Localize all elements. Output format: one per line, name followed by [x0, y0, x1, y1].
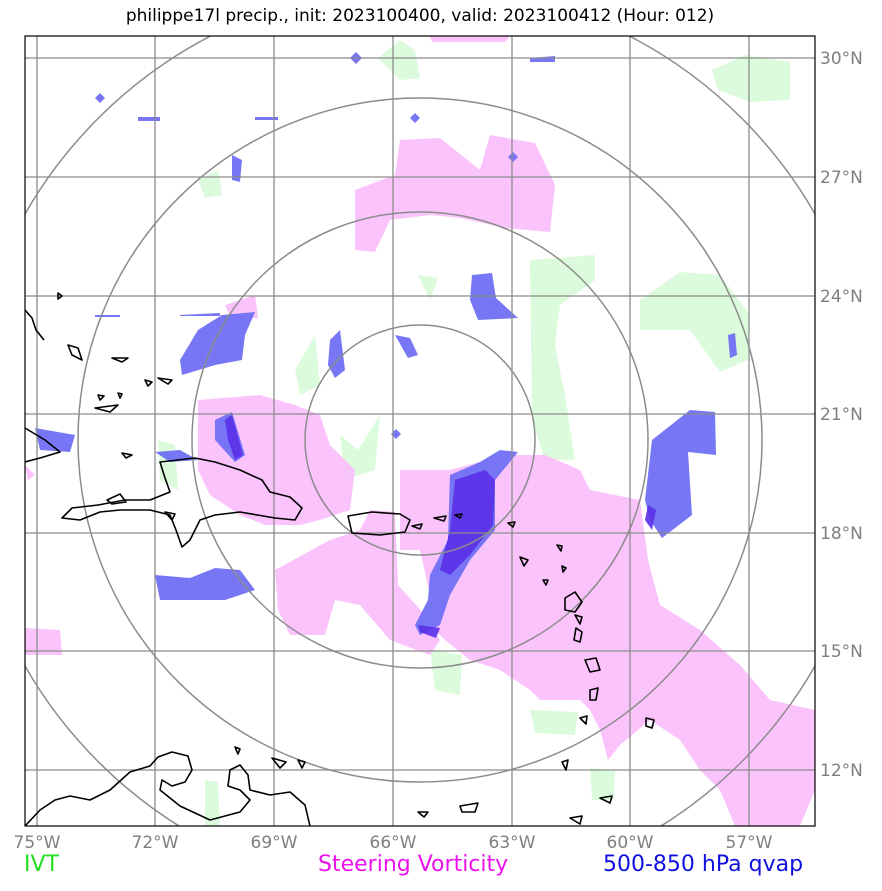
x-tick-label: 75°W: [14, 833, 61, 853]
x-tick-label: 63°W: [489, 833, 536, 853]
y-tick-label: 12°N: [820, 761, 863, 781]
x-tick-label: 60°W: [607, 833, 654, 853]
x-tick-label: 72°W: [132, 833, 179, 853]
y-tick-label: 21°N: [820, 405, 863, 425]
plot-frame: [24, 35, 816, 827]
vorticity-field: [25, 36, 815, 826]
y-tick-label: 30°N: [820, 49, 863, 69]
y-tick-label: 24°N: [820, 287, 863, 307]
coastline: [25, 292, 655, 826]
legend-ivt: IVT: [24, 852, 59, 877]
y-tick-labels: 30°N 27°N 24°N 21°N 18°N 15°N 12°N: [820, 49, 863, 781]
x-tick-label: 57°W: [726, 833, 773, 853]
graticule: [25, 36, 815, 826]
x-tick-labels: 75°W 72°W 69°W 66°W 63°W 60°W 57°W: [14, 833, 773, 853]
y-tick-label: 15°N: [820, 642, 863, 662]
chart-title: philippe17l precip., init: 2023100400, v…: [125, 6, 715, 26]
y-tick-label: 27°N: [820, 168, 863, 188]
legend-qvap: 500-850 hPa qvap: [603, 852, 804, 877]
y-tick-label: 18°N: [820, 524, 863, 544]
qvap-overlap-field: [225, 415, 656, 638]
legend-steering-vorticity: Steering Vorticity: [318, 852, 509, 877]
x-tick-label: 69°W: [251, 833, 298, 853]
x-tick-label: 66°W: [370, 833, 417, 853]
